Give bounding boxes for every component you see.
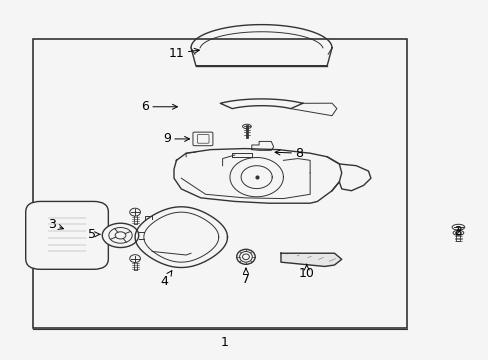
Text: 8: 8 <box>275 147 303 160</box>
Ellipse shape <box>242 124 251 129</box>
Text: 2: 2 <box>453 225 462 238</box>
Ellipse shape <box>129 208 140 216</box>
Text: 4: 4 <box>160 271 171 288</box>
Ellipse shape <box>451 224 464 230</box>
FancyBboxPatch shape <box>197 135 208 143</box>
Ellipse shape <box>236 249 255 264</box>
Text: 3: 3 <box>48 218 63 231</box>
Ellipse shape <box>102 223 139 248</box>
Ellipse shape <box>109 228 132 243</box>
Ellipse shape <box>115 232 125 239</box>
Bar <box>33 39 407 328</box>
Ellipse shape <box>242 254 249 260</box>
Ellipse shape <box>452 230 463 235</box>
Text: 7: 7 <box>242 268 249 286</box>
Text: 10: 10 <box>298 264 314 280</box>
Ellipse shape <box>455 231 460 234</box>
Text: 5: 5 <box>88 228 100 241</box>
Ellipse shape <box>129 255 140 262</box>
Text: 11: 11 <box>168 47 199 60</box>
Text: 1: 1 <box>221 336 228 349</box>
FancyBboxPatch shape <box>26 202 108 269</box>
Ellipse shape <box>239 251 252 262</box>
FancyBboxPatch shape <box>193 132 212 146</box>
Polygon shape <box>281 253 341 266</box>
Text: 9: 9 <box>163 132 189 145</box>
Text: 6: 6 <box>141 100 177 113</box>
